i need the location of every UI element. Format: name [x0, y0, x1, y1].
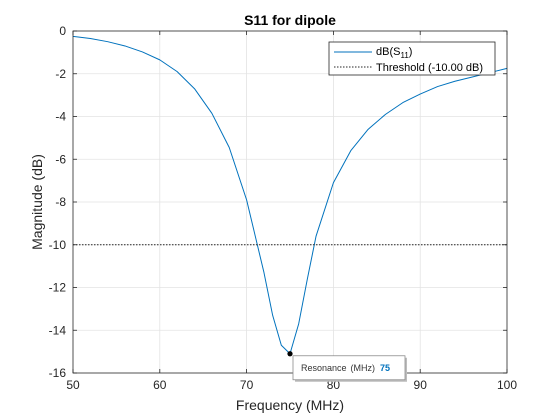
legend: dB(S11) Threshold (-10.00 dB): [328, 41, 496, 76]
datatip-unit: (MHz): [351, 363, 376, 373]
legend-s11-subscript: 11: [400, 51, 409, 60]
x-axis-label: Frequency (MHz): [236, 397, 344, 413]
x-tick-label-4: 90: [414, 378, 428, 392]
y-tick-label-7: -14: [49, 323, 67, 337]
x-tick-label-5: 100: [497, 378, 517, 392]
legend-entry-s11: dB(S11): [376, 46, 412, 60]
datatip-box: [292, 355, 406, 381]
y-tick-label-8: -16: [49, 366, 67, 380]
y-tick-label-2: -4: [55, 110, 66, 124]
y-tick-label-4: -8: [55, 195, 66, 209]
grid: [73, 31, 507, 373]
legend-s11-main: dB(S: [376, 46, 400, 58]
chart-title: S11 for dipole: [244, 12, 336, 28]
y-tick-label-3: -6: [55, 152, 66, 166]
x-tick-label-1: 60: [153, 378, 167, 392]
datatip-marker[interactable]: [287, 351, 293, 357]
x-tick-label-0: 50: [66, 378, 80, 392]
datatip-value: 75: [380, 363, 390, 373]
legend-entry-threshold: Threshold (-10.00 dB): [376, 62, 483, 74]
y-tick-label-5: -10: [49, 238, 67, 252]
y-tick-label-0: 0: [59, 24, 66, 38]
legend-s11-close: ): [409, 46, 413, 58]
resonance-datatip[interactable]: Resonance (MHz) 75: [287, 351, 407, 382]
datatip-label: Resonance: [301, 363, 347, 373]
x-tick-label-2: 70: [240, 378, 254, 392]
datatip-text: Resonance (MHz) 75: [301, 363, 390, 373]
y-tick-label-6: -12: [49, 281, 67, 295]
y-tick-label-1: -2: [55, 67, 66, 81]
y-axis-label: Magnitude (dB): [29, 154, 45, 250]
legend-box: [328, 41, 496, 76]
